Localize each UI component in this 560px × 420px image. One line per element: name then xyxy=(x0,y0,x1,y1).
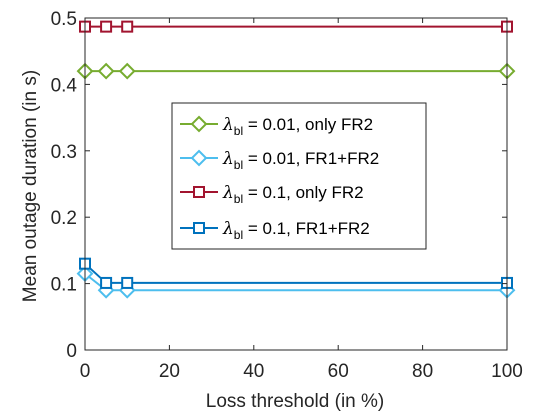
y-tick-label: 0.4 xyxy=(51,75,78,96)
x-tick-label: 40 xyxy=(243,361,264,382)
series-line-3 xyxy=(84,262,507,284)
x-tick-label: 60 xyxy=(328,361,349,382)
series-2-point-1 xyxy=(100,20,113,33)
legend-label-2: λbl = 0.1, only FR2 xyxy=(222,183,364,206)
y-tick-label: 0.2 xyxy=(51,208,77,229)
y-tick-label: 0.1 xyxy=(51,275,77,296)
series-3-point-2 xyxy=(121,276,134,289)
series-line-1 xyxy=(84,272,507,292)
legend-marker-0 xyxy=(190,115,208,133)
y-tick-label: 0.5 xyxy=(51,9,77,30)
legend-marker-3 xyxy=(193,222,205,234)
x-tick-label: 80 xyxy=(412,361,433,382)
ticks: 0 20 40 60 80 100 0 0.1 0.2 0.3 0.4 0.5 xyxy=(51,9,523,382)
x-tick-label: 0 xyxy=(80,361,91,382)
x-axis-label: Loss threshold (in %) xyxy=(206,391,384,412)
legend-label-3: λbl = 0.1, FR1+FR2 xyxy=(222,219,370,242)
axes xyxy=(84,17,508,351)
x-tick-label: 100 xyxy=(491,361,523,382)
series-0-point-2 xyxy=(118,62,136,80)
x-tick-label: 20 xyxy=(159,361,180,382)
y-axis-label: Mean outage duration (in s) xyxy=(20,70,41,302)
plot-frame xyxy=(84,17,508,351)
legend-marker-2 xyxy=(193,186,205,198)
series-2-point-2 xyxy=(121,20,134,33)
y-tick-label: 0 xyxy=(66,341,77,362)
y-tick-label: 0.3 xyxy=(51,142,77,163)
series-0-point-1 xyxy=(97,62,115,80)
legend-marker-1 xyxy=(190,149,208,167)
legend: λbl = 0.01, only FR2 λbl = 0.01, FR1+FR2 λ… xyxy=(171,102,427,250)
legend-label-0: λbl = 0.01, only FR2 xyxy=(222,115,373,138)
series-3-point-1 xyxy=(100,276,113,289)
legend-box xyxy=(171,102,427,250)
legend-label-1: λbl = 0.01, FR1+FR2 xyxy=(222,149,379,172)
